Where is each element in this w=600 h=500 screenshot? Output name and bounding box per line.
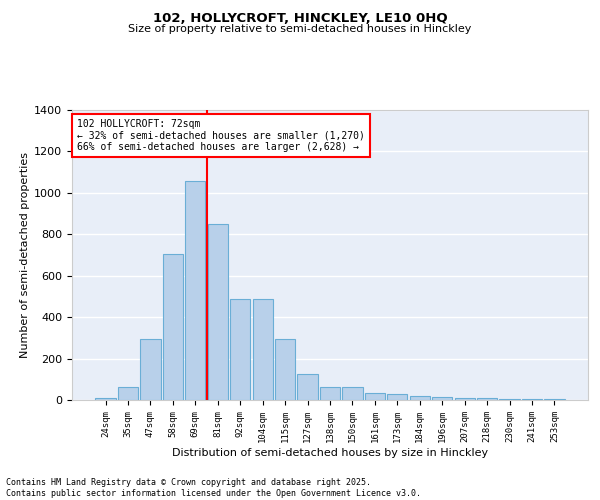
X-axis label: Distribution of semi-detached houses by size in Hinckley: Distribution of semi-detached houses by … <box>172 448 488 458</box>
Bar <box>275 340 295 400</box>
Bar <box>410 396 430 400</box>
Text: 102 HOLLYCROFT: 72sqm
← 32% of semi-detached houses are smaller (1,270)
66% of s: 102 HOLLYCROFT: 72sqm ← 32% of semi-deta… <box>77 118 365 152</box>
Bar <box>253 299 273 400</box>
Bar <box>185 182 205 400</box>
Bar <box>163 254 183 400</box>
Bar <box>455 398 475 400</box>
Bar <box>298 374 317 400</box>
Bar <box>477 398 497 400</box>
Bar <box>230 299 250 400</box>
Bar <box>343 386 362 400</box>
Bar <box>432 397 452 400</box>
Bar <box>320 386 340 400</box>
Text: 102, HOLLYCROFT, HINCKLEY, LE10 0HQ: 102, HOLLYCROFT, HINCKLEY, LE10 0HQ <box>152 12 448 26</box>
Text: Contains HM Land Registry data © Crown copyright and database right 2025.
Contai: Contains HM Land Registry data © Crown c… <box>6 478 421 498</box>
Bar <box>499 399 520 400</box>
Bar <box>140 339 161 400</box>
Y-axis label: Number of semi-detached properties: Number of semi-detached properties <box>20 152 30 358</box>
Bar <box>544 399 565 400</box>
Bar <box>387 394 407 400</box>
Bar <box>95 398 116 400</box>
Bar <box>522 399 542 400</box>
Bar <box>118 387 138 400</box>
Bar <box>208 224 228 400</box>
Bar <box>365 393 385 400</box>
Text: Size of property relative to semi-detached houses in Hinckley: Size of property relative to semi-detach… <box>128 24 472 34</box>
